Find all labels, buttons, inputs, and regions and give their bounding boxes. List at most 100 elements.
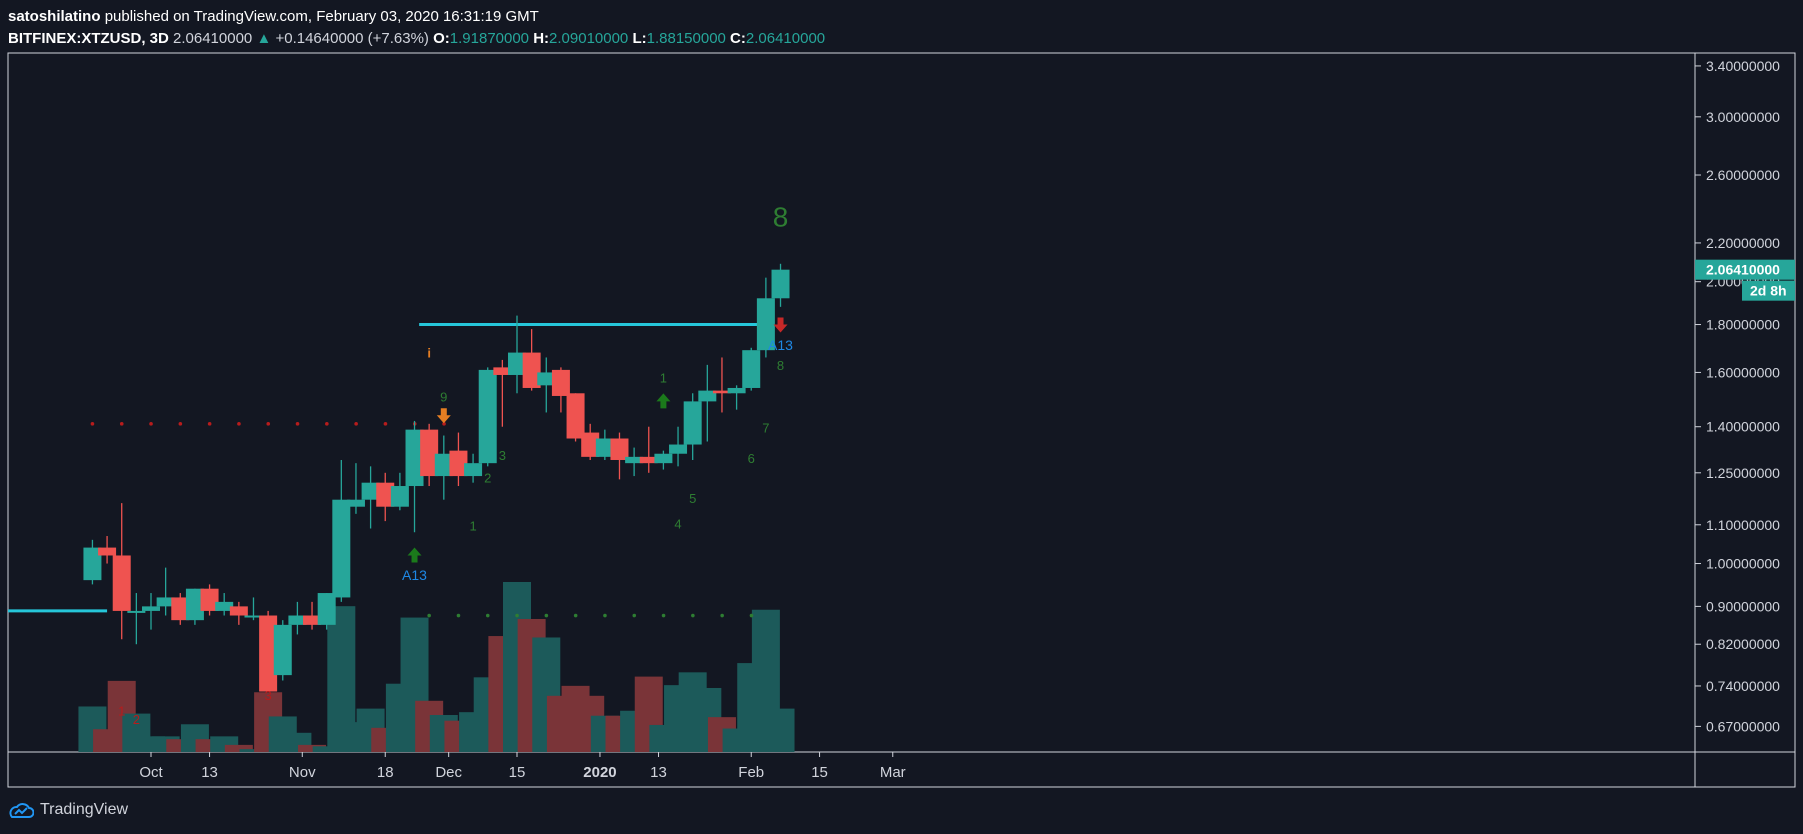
candle[interactable] xyxy=(244,597,263,621)
candle[interactable] xyxy=(420,423,439,487)
candle-body xyxy=(83,547,102,581)
resistance-dot xyxy=(383,422,388,426)
candle[interactable] xyxy=(493,359,512,427)
candle-body xyxy=(537,372,556,386)
resistance-dot xyxy=(119,422,124,426)
candle[interactable] xyxy=(361,466,380,529)
time-axis[interactable]: Oct 13 Nov 18 Dec 15 2020 13 Feb 15 Mar xyxy=(139,752,906,781)
candles[interactable] xyxy=(83,263,790,692)
price-axis[interactable]: 3.40000000 3.00000000 2.60000000 2.20000000… xyxy=(1695,58,1795,734)
candle[interactable] xyxy=(259,610,278,692)
price-tick-label: 1.10000000 xyxy=(1706,517,1780,533)
candle-body xyxy=(420,429,439,477)
candle[interactable] xyxy=(595,429,614,460)
time-tick-label: Mar xyxy=(880,764,906,781)
candle[interactable] xyxy=(303,601,322,630)
support-dot xyxy=(427,613,431,618)
time-tick-label: Dec xyxy=(435,764,462,781)
candle-body xyxy=(288,615,307,625)
candle[interactable] xyxy=(405,420,424,533)
low-label: L: xyxy=(632,30,647,47)
candle[interactable] xyxy=(551,367,570,413)
arrow-up-icon xyxy=(407,547,422,563)
resistance-dot xyxy=(266,422,271,426)
candle[interactable] xyxy=(98,536,117,564)
support-dot xyxy=(632,613,637,618)
resistance-dot xyxy=(354,422,358,426)
support-dot xyxy=(661,613,666,618)
candle[interactable] xyxy=(610,432,629,480)
candle[interactable] xyxy=(712,357,731,413)
symbol-label[interactable]: BITFINEX:XTZUSD, 3D xyxy=(8,30,169,47)
candle[interactable] xyxy=(317,593,336,630)
close-label: C: xyxy=(730,30,746,47)
price-tick-label: 2.20000000 xyxy=(1706,235,1780,251)
resistance-dot xyxy=(90,422,95,426)
candle-body xyxy=(654,453,673,464)
sequence-label: 5 xyxy=(689,491,696,506)
sequence-label: 3 xyxy=(265,688,272,703)
low-value: 1.88150000 xyxy=(646,30,726,47)
candle[interactable] xyxy=(229,601,248,625)
candle[interactable] xyxy=(288,601,307,635)
candle[interactable] xyxy=(508,315,526,394)
candle[interactable] xyxy=(727,385,746,410)
high-label: H: xyxy=(533,30,550,47)
candle[interactable] xyxy=(156,567,175,616)
author-name[interactable]: satoshilatino xyxy=(8,8,101,25)
candle[interactable] xyxy=(112,503,131,640)
candle[interactable] xyxy=(142,593,160,630)
price-tick-label: 1.40000000 xyxy=(1706,419,1780,435)
candle-body xyxy=(508,352,526,375)
candle[interactable] xyxy=(654,450,673,470)
candle[interactable] xyxy=(346,463,365,514)
candle-body xyxy=(171,597,190,621)
candle-body xyxy=(610,438,629,460)
candle[interactable] xyxy=(83,539,102,585)
candle[interactable] xyxy=(273,620,292,681)
candle[interactable] xyxy=(434,435,453,500)
tradingview-footer[interactable]: TradingView xyxy=(8,798,128,822)
candle[interactable] xyxy=(464,453,483,483)
candle[interactable] xyxy=(771,263,790,307)
candle[interactable] xyxy=(185,588,204,625)
sequence-label: 2 xyxy=(133,712,140,727)
resistance-dot xyxy=(325,422,329,426)
volume-bar xyxy=(766,708,795,752)
candle[interactable] xyxy=(639,426,658,473)
candle[interactable] xyxy=(449,432,468,487)
time-tick-label: 15 xyxy=(811,764,828,781)
support-dot xyxy=(515,613,519,618)
candle[interactable] xyxy=(332,459,351,602)
candle-body xyxy=(449,450,468,477)
info-marker: i xyxy=(427,345,431,360)
indicator-lines xyxy=(8,323,766,618)
candle-body xyxy=(332,499,351,598)
candle[interactable] xyxy=(669,426,688,467)
candle[interactable] xyxy=(200,584,219,616)
support-dot xyxy=(691,613,695,618)
sequence-label: 6 xyxy=(748,451,755,466)
candle[interactable] xyxy=(537,357,556,413)
resistance-dot xyxy=(442,422,446,426)
candle[interactable] xyxy=(581,423,600,460)
candle[interactable] xyxy=(522,329,541,391)
candle[interactable] xyxy=(742,347,761,391)
candle[interactable] xyxy=(215,593,234,616)
candle-body xyxy=(771,269,790,299)
candle[interactable] xyxy=(390,472,409,511)
candle[interactable] xyxy=(376,472,395,522)
candle[interactable] xyxy=(127,593,146,645)
candle[interactable] xyxy=(756,277,775,358)
candle[interactable] xyxy=(478,367,497,467)
candle[interactable] xyxy=(566,393,585,442)
price-change: +0.14640000 (+7.63%) xyxy=(275,30,429,47)
sequence-label: 3 xyxy=(499,448,506,463)
candle[interactable] xyxy=(698,364,717,442)
ohlc-line: BITFINEX:XTZUSD, 3D 2.06410000 ▲ +0.1464… xyxy=(8,28,825,50)
candle[interactable] xyxy=(171,593,190,625)
price-tick-label: 0.82000000 xyxy=(1706,636,1780,652)
candle[interactable] xyxy=(625,447,644,477)
candle[interactable] xyxy=(683,393,702,460)
